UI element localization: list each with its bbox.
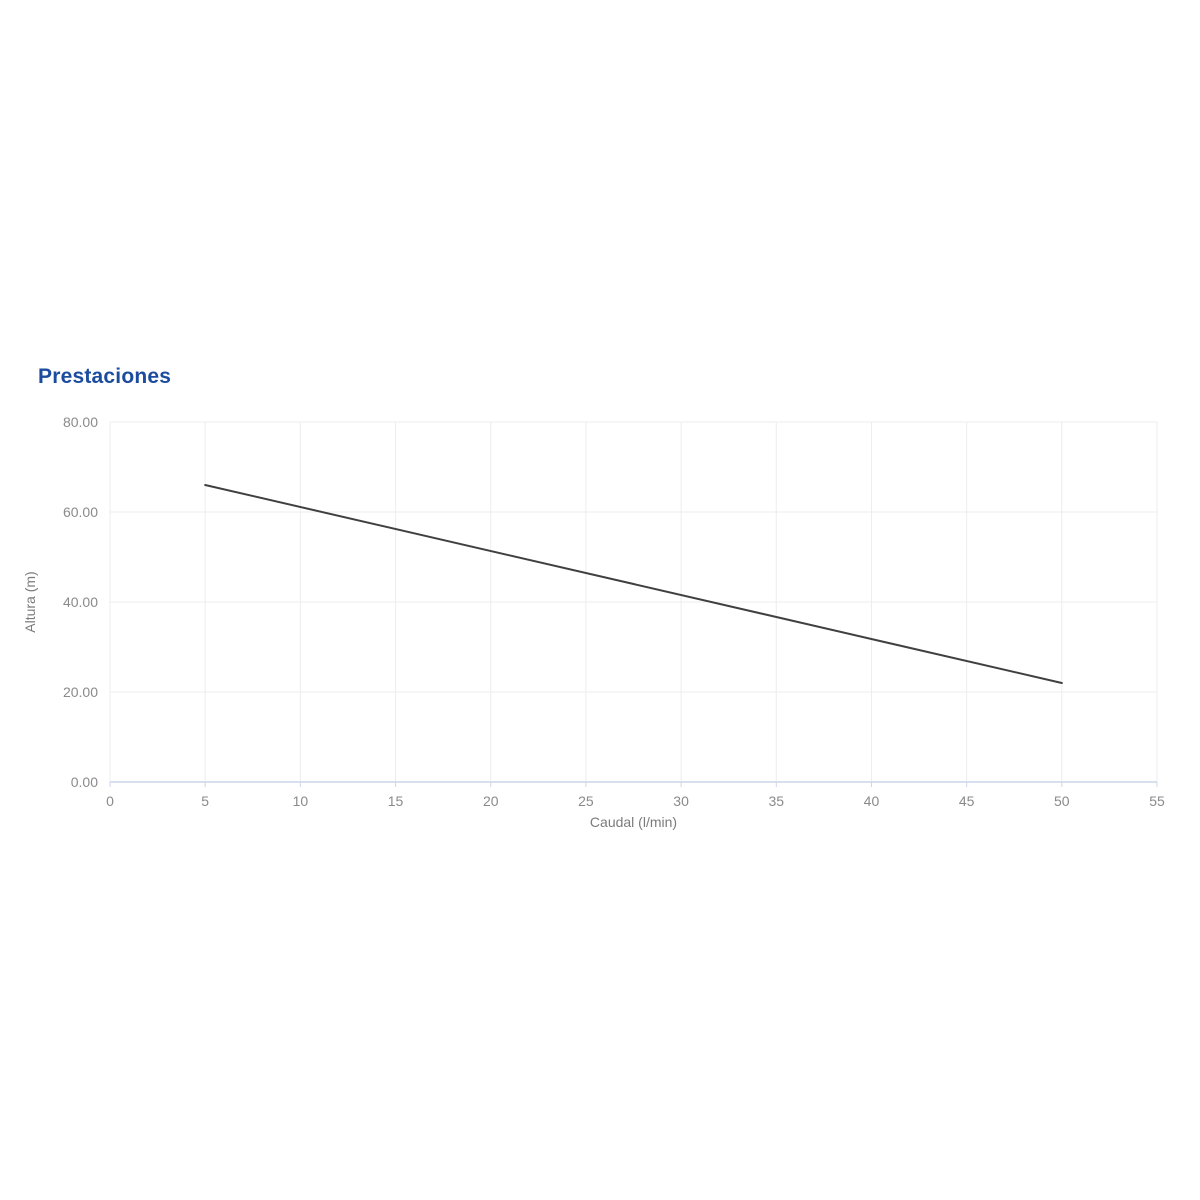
- y-tick-label: 0.00: [71, 774, 98, 790]
- y-tick-label: 40.00: [63, 594, 98, 610]
- x-tick-label: 45: [959, 793, 975, 809]
- y-tick-label: 60.00: [63, 504, 98, 520]
- y-axis-label: Altura (m): [22, 571, 38, 632]
- chart-title: Prestaciones: [38, 365, 172, 388]
- x-tick-label: 15: [388, 793, 404, 809]
- y-tick-label: 80.00: [63, 414, 98, 430]
- x-tick-label: 35: [768, 793, 784, 809]
- x-tick-label: 10: [293, 793, 309, 809]
- x-tick-label: 5: [201, 793, 209, 809]
- x-tick-label: 40: [864, 793, 880, 809]
- x-tick-label: 20: [483, 793, 499, 809]
- series-line: [204, 484, 1063, 684]
- x-tick-label: 25: [578, 793, 594, 809]
- x-tick-label: 30: [673, 793, 689, 809]
- x-tick-label: 0: [106, 793, 114, 809]
- x-tick-label: 50: [1054, 793, 1070, 809]
- y-tick-label: 20.00: [63, 684, 98, 700]
- x-axis-label: Caudal (l/min): [590, 814, 677, 830]
- x-tick-label: 55: [1149, 793, 1165, 809]
